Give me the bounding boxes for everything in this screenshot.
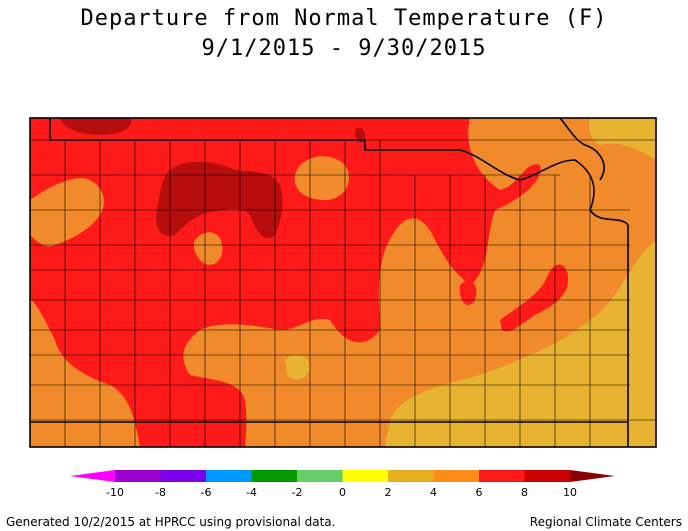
legend-tick-label: -8 [155,486,166,499]
legend-color-box [115,470,161,482]
legend-color-box [160,470,206,482]
zone-6-8-east-2 [500,264,569,332]
legend-color-box [251,470,297,482]
legend-color-box [524,470,570,482]
zone-8-10-north [60,118,132,135]
legend-arrow-high [570,470,615,482]
zone-2-4-northeast [589,118,656,160]
zone-6-8 [30,118,541,447]
legend-color-box [206,470,252,482]
legend-tick-label: 6 [475,486,483,499]
legend-color-box [433,470,479,482]
map-title: Departure from Normal Temperature (F) [80,6,608,31]
legend-color-box [479,470,525,482]
legend-tick-label: 8 [521,486,528,499]
state-boundaries [29,117,657,448]
map-date-range: 9/1/2015 - 9/30/2015 [201,36,487,61]
legend-tick-label: 2 [384,486,392,499]
legend-colorbar [70,470,615,482]
legend-tick-label: 4 [430,486,437,499]
map-fill-layer [30,118,656,447]
legend-tick-label: -10 [106,486,124,499]
zone-4-6-west-island [30,178,104,247]
zone-2-4-southeast [385,240,656,447]
legend-tick-label: -4 [246,486,257,499]
legend-color-box [297,470,343,482]
zone-6-8-east-1 [459,280,477,305]
zone-4-6-north-island [294,156,349,200]
legend-tick-label: 10 [563,486,577,499]
legend-color-box [342,470,388,482]
legend-tick-label: -6 [200,486,212,499]
legend-color-box [388,470,434,482]
footer-generated: Generated 10/2/2015 at HPRCC using provi… [6,515,336,529]
zone-8-10-dot [355,128,366,143]
zone-8-10-central [155,161,283,239]
zone-4-6-small-island [193,232,223,265]
legend-tick-label: -2 [291,486,303,499]
county-lines [30,139,656,447]
legend-arrow-low [70,470,115,482]
legend-tick-label: 0 [339,486,346,499]
footer-source: Regional Climate Centers [529,515,682,529]
zone-2-4-small [285,354,310,380]
